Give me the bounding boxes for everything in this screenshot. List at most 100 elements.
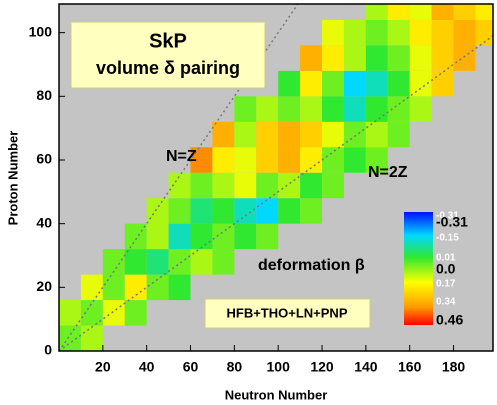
cell bbox=[300, 45, 323, 71]
cell bbox=[409, 4, 432, 20]
cell bbox=[278, 96, 301, 122]
annotation: deformation β bbox=[258, 257, 365, 274]
x-tick-label: 120 bbox=[310, 359, 334, 375]
cell bbox=[409, 70, 432, 97]
y-tick-label: 80 bbox=[36, 87, 52, 103]
cell bbox=[234, 172, 257, 199]
cell bbox=[343, 70, 366, 97]
cell bbox=[168, 274, 191, 301]
x-tick-label: 140 bbox=[354, 359, 378, 375]
cell bbox=[409, 45, 432, 71]
annotation: HFB+THO+LN+PNP bbox=[227, 305, 348, 320]
cell bbox=[365, 70, 388, 97]
colorbar-label: -0.31 bbox=[436, 214, 468, 230]
x-axis-label: Neutron Number bbox=[225, 387, 328, 402]
cell bbox=[168, 223, 191, 250]
cell bbox=[256, 147, 279, 173]
colorbar-label: -0.15 bbox=[436, 233, 459, 244]
x-tick-label: 160 bbox=[398, 359, 422, 375]
cell bbox=[365, 45, 388, 71]
cell bbox=[475, 4, 493, 20]
colorbar bbox=[404, 212, 433, 325]
colorbar-label: 0.01 bbox=[436, 253, 456, 264]
cell bbox=[278, 198, 301, 224]
cell bbox=[102, 300, 125, 326]
y-tick-label: 20 bbox=[36, 278, 52, 294]
cell bbox=[322, 172, 344, 199]
cell bbox=[365, 4, 388, 20]
x-tick-label: 80 bbox=[227, 359, 243, 375]
cell bbox=[300, 121, 323, 148]
cell bbox=[343, 19, 366, 46]
colorbar-label: 0.46 bbox=[436, 312, 463, 328]
cell bbox=[124, 249, 147, 275]
cell bbox=[278, 121, 301, 148]
cell bbox=[409, 96, 432, 122]
cell bbox=[365, 121, 388, 148]
cell bbox=[431, 4, 454, 20]
cell bbox=[190, 172, 213, 199]
cell bbox=[256, 96, 279, 122]
cell bbox=[102, 249, 125, 275]
cell bbox=[343, 45, 366, 71]
cell bbox=[278, 172, 301, 199]
cell bbox=[80, 274, 103, 301]
cell bbox=[212, 223, 235, 250]
cell bbox=[453, 45, 476, 71]
cell bbox=[212, 121, 235, 148]
title-box bbox=[70, 21, 266, 89]
cell bbox=[190, 198, 213, 224]
x-tick-label: 180 bbox=[442, 359, 466, 375]
cell bbox=[102, 274, 125, 301]
y-tick-label: 60 bbox=[36, 151, 52, 167]
cell bbox=[234, 96, 257, 122]
cell bbox=[365, 96, 388, 122]
cell bbox=[300, 198, 323, 224]
cell bbox=[300, 147, 323, 173]
cell bbox=[387, 19, 410, 46]
chart-title: SkP bbox=[149, 30, 187, 52]
chart-subtitle: volume δ pairing bbox=[96, 58, 240, 78]
colorbar-label: 0.0 bbox=[436, 261, 456, 277]
cell bbox=[80, 325, 103, 351]
cell bbox=[453, 4, 476, 20]
method-box bbox=[204, 298, 371, 329]
cell bbox=[168, 198, 191, 224]
y-tick-label: 0 bbox=[44, 342, 52, 358]
cell bbox=[212, 198, 235, 224]
cell bbox=[256, 223, 279, 250]
colorbar-label: 0.17 bbox=[436, 279, 456, 290]
annotation: N=2Z bbox=[368, 164, 408, 181]
cell bbox=[146, 198, 169, 224]
cell bbox=[387, 45, 410, 71]
cell bbox=[256, 198, 279, 224]
cell bbox=[256, 121, 279, 148]
cell bbox=[146, 249, 169, 275]
cell bbox=[234, 198, 257, 224]
cell bbox=[409, 19, 432, 46]
cell bbox=[190, 147, 213, 173]
cell bbox=[278, 70, 301, 97]
cell bbox=[190, 223, 213, 250]
cell bbox=[300, 70, 323, 97]
cell bbox=[168, 172, 191, 199]
cell bbox=[190, 249, 213, 275]
cell bbox=[343, 121, 366, 148]
cell bbox=[212, 147, 235, 173]
y-axis-label: Proton Number bbox=[5, 131, 20, 226]
cell bbox=[234, 121, 257, 148]
cell bbox=[322, 19, 344, 46]
cell bbox=[124, 300, 147, 326]
cells bbox=[59, 4, 493, 351]
colorbar-label: 0.34 bbox=[436, 297, 456, 308]
cell bbox=[322, 121, 344, 148]
cell bbox=[322, 45, 344, 71]
cell bbox=[431, 45, 454, 71]
cell bbox=[343, 147, 366, 173]
cell bbox=[256, 172, 279, 199]
x-tick-label: 20 bbox=[95, 359, 111, 375]
cell bbox=[365, 147, 388, 173]
cell bbox=[234, 147, 257, 173]
x-tick-label: 60 bbox=[183, 359, 199, 375]
cell bbox=[234, 223, 257, 250]
